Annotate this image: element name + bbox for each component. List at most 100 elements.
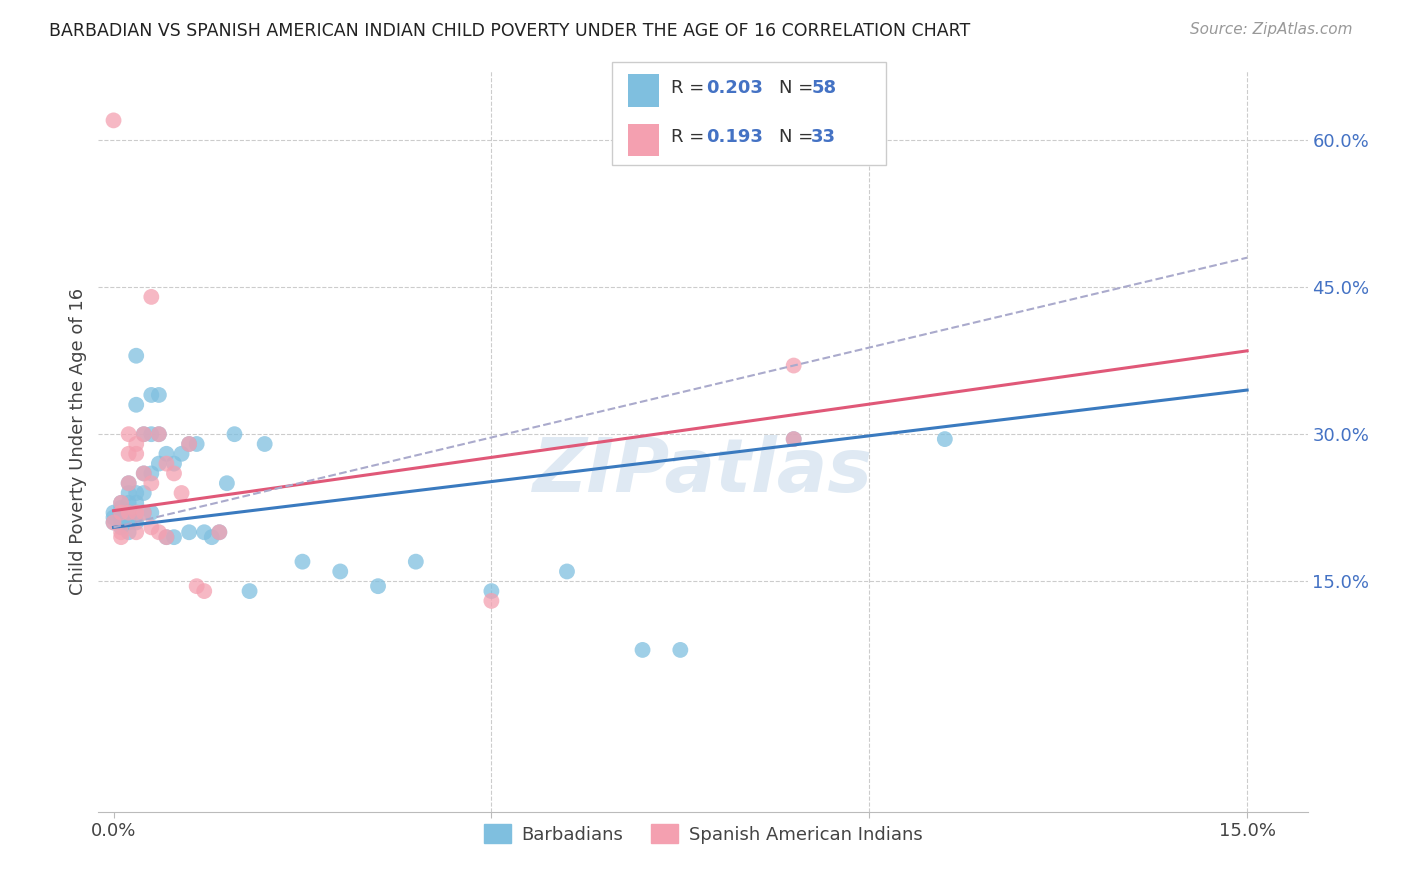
Barbadians <box>132 486 155 500</box>
Text: 33: 33 <box>811 128 837 146</box>
Spanish American Indians <box>125 525 148 540</box>
Spanish American Indians <box>110 525 132 540</box>
Barbadians <box>110 510 132 524</box>
Barbadians <box>132 506 155 520</box>
Y-axis label: Child Poverty Under the Age of 16: Child Poverty Under the Age of 16 <box>69 288 87 595</box>
Spanish American Indians <box>125 506 148 520</box>
Barbadians <box>782 432 804 446</box>
Spanish American Indians <box>132 467 155 481</box>
Spanish American Indians <box>118 476 141 491</box>
Spanish American Indians <box>170 486 193 500</box>
Spanish American Indians <box>208 525 231 540</box>
Barbadians <box>253 437 276 451</box>
Barbadians <box>118 486 141 500</box>
Barbadians <box>103 516 125 530</box>
Barbadians <box>215 476 238 491</box>
Text: 58: 58 <box>811 79 837 97</box>
Barbadians <box>148 457 170 471</box>
Text: R =: R = <box>671 128 710 146</box>
Barbadians <box>132 467 155 481</box>
Barbadians <box>125 349 148 363</box>
Barbadians <box>118 525 141 540</box>
Barbadians <box>179 525 201 540</box>
Barbadians <box>481 584 503 599</box>
Spanish American Indians <box>481 594 503 608</box>
Spanish American Indians <box>103 113 125 128</box>
Text: N =: N = <box>779 128 818 146</box>
Barbadians <box>110 500 132 515</box>
Barbadians <box>193 525 215 540</box>
Spanish American Indians <box>125 447 148 461</box>
Barbadians <box>132 427 155 442</box>
Spanish American Indians <box>141 290 163 304</box>
Barbadians <box>125 506 148 520</box>
Spanish American Indians <box>118 447 141 461</box>
Barbadians <box>118 476 141 491</box>
Spanish American Indians <box>110 506 132 520</box>
Spanish American Indians <box>186 579 208 593</box>
Text: ZIPatlas: ZIPatlas <box>533 434 873 508</box>
Spanish American Indians <box>141 520 163 534</box>
Spanish American Indians <box>163 467 186 481</box>
Barbadians <box>110 496 132 510</box>
Barbadians <box>118 496 141 510</box>
Spanish American Indians <box>141 476 163 491</box>
Barbadians <box>163 530 186 544</box>
Barbadians <box>186 437 208 451</box>
Barbadians <box>141 467 163 481</box>
Spanish American Indians <box>103 516 125 530</box>
Barbadians <box>367 579 389 593</box>
Barbadians <box>125 516 148 530</box>
Barbadians <box>291 555 314 569</box>
Barbadians <box>208 525 231 540</box>
Barbadians <box>155 447 177 461</box>
Text: 0.193: 0.193 <box>706 128 762 146</box>
Barbadians <box>141 427 163 442</box>
Text: 0.203: 0.203 <box>706 79 762 97</box>
Barbadians <box>118 516 141 530</box>
Barbadians <box>170 447 193 461</box>
Barbadians <box>669 643 692 657</box>
Spanish American Indians <box>193 584 215 599</box>
Barbadians <box>103 510 125 524</box>
Legend: Barbadians, Spanish American Indians: Barbadians, Spanish American Indians <box>477 817 929 851</box>
Spanish American Indians <box>110 496 132 510</box>
Barbadians <box>141 388 163 402</box>
Spanish American Indians <box>155 457 177 471</box>
Barbadians <box>155 530 177 544</box>
Barbadians <box>110 520 132 534</box>
Spanish American Indians <box>148 427 170 442</box>
Spanish American Indians <box>782 359 804 373</box>
Spanish American Indians <box>110 530 132 544</box>
Spanish American Indians <box>132 506 155 520</box>
Spanish American Indians <box>782 432 804 446</box>
Barbadians <box>934 432 956 446</box>
Spanish American Indians <box>118 427 141 442</box>
Barbadians <box>125 496 148 510</box>
Text: BARBADIAN VS SPANISH AMERICAN INDIAN CHILD POVERTY UNDER THE AGE OF 16 CORRELATI: BARBADIAN VS SPANISH AMERICAN INDIAN CHI… <box>49 22 970 40</box>
Barbadians <box>631 643 654 657</box>
Spanish American Indians <box>148 525 170 540</box>
Barbadians <box>125 486 148 500</box>
Barbadians <box>329 565 352 579</box>
Barbadians <box>555 565 578 579</box>
Spanish American Indians <box>118 506 141 520</box>
Barbadians <box>141 506 163 520</box>
Barbadians <box>125 398 148 412</box>
Text: N =: N = <box>779 79 818 97</box>
Barbadians <box>103 506 125 520</box>
Text: R =: R = <box>671 79 710 97</box>
Barbadians <box>110 506 132 520</box>
Barbadians <box>405 555 427 569</box>
Barbadians <box>201 530 224 544</box>
Spanish American Indians <box>132 427 155 442</box>
Text: Source: ZipAtlas.com: Source: ZipAtlas.com <box>1189 22 1353 37</box>
Barbadians <box>179 437 201 451</box>
Barbadians <box>118 506 141 520</box>
Barbadians <box>224 427 246 442</box>
Barbadians <box>148 388 170 402</box>
Barbadians <box>110 516 132 530</box>
Spanish American Indians <box>179 437 201 451</box>
Spanish American Indians <box>155 530 177 544</box>
Barbadians <box>239 584 262 599</box>
